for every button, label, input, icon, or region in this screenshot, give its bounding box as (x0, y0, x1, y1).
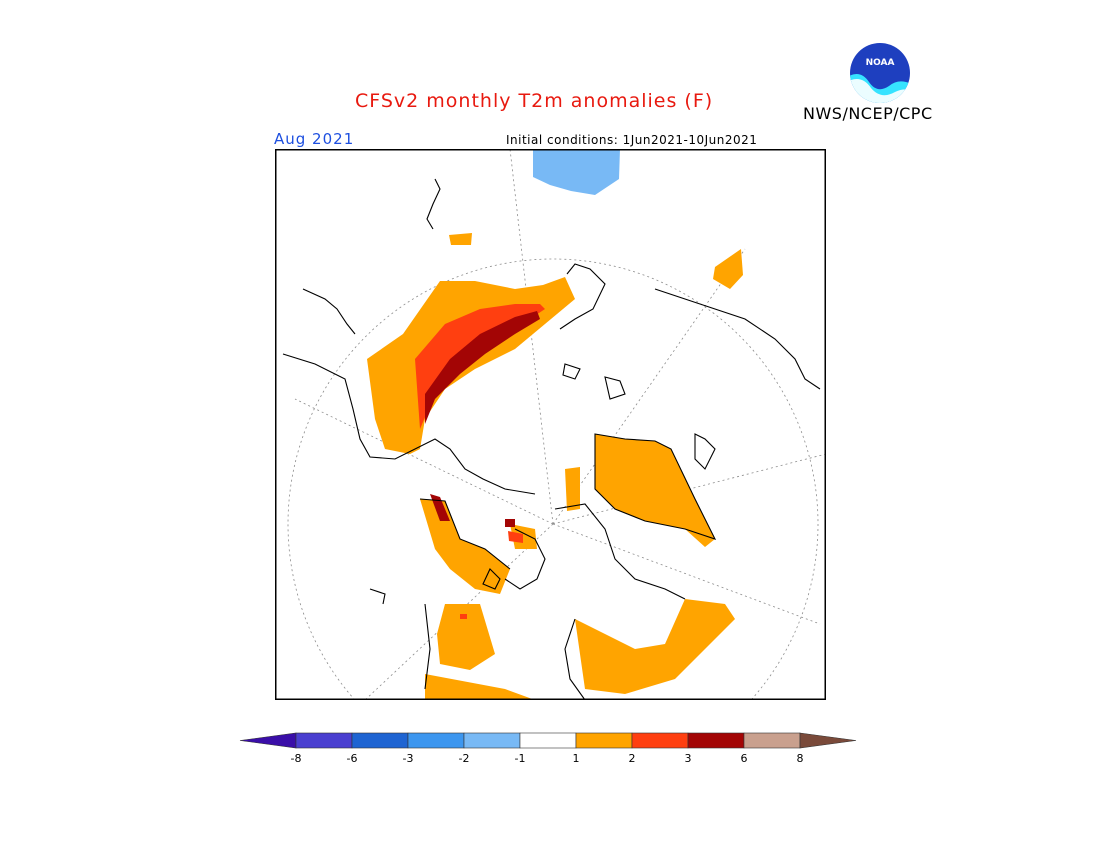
meridian-lines (294, 149, 826, 700)
colorbar-label: 2 (629, 752, 636, 765)
colorbar-label: 1 (573, 752, 580, 765)
colorbar-bin (239, 732, 297, 749)
colorbar-label: -8 (291, 752, 302, 765)
map-border (275, 149, 826, 700)
logo-text: NOAA (866, 58, 895, 68)
latitude-circle (287, 258, 819, 700)
colorbar-bin (407, 732, 465, 749)
colorbar: -8 -6 -3 -2 -1 1 2 3 6 8 (239, 732, 857, 765)
agency-label: NWS/NCEP/CPC (803, 104, 933, 123)
colorbar-label: 8 (797, 752, 804, 765)
coastlines (282, 178, 821, 700)
colorbar-bin (351, 732, 409, 749)
colorbar-bin (631, 732, 689, 749)
colorbar-bin (799, 732, 857, 749)
anomaly-warm-region (367, 233, 743, 700)
colorbar-bin (519, 732, 577, 749)
forecast-month: Aug 2021 (274, 130, 355, 148)
colorbar-bin (575, 732, 633, 749)
colorbar-label: -1 (515, 752, 526, 765)
polar-map (275, 149, 826, 700)
map-title: CFSv2 monthly T2m anomalies (F) (355, 90, 714, 112)
colorbar-label: -6 (347, 752, 358, 765)
colorbar-label: 3 (685, 752, 692, 765)
colorbar-bin (295, 732, 353, 749)
colorbar-bin (743, 732, 801, 749)
colorbar-label: -3 (403, 752, 414, 765)
initial-conditions: Initial conditions: 1Jun2021-10Jun2021 (506, 133, 758, 147)
noaa-logo: NOAA (850, 43, 910, 103)
colorbar-label: -2 (459, 752, 470, 765)
colorbar-bin (463, 732, 521, 749)
anomaly-hot-region (415, 304, 545, 619)
colorbar-label: 6 (741, 752, 748, 765)
colorbar-bin (687, 732, 745, 749)
